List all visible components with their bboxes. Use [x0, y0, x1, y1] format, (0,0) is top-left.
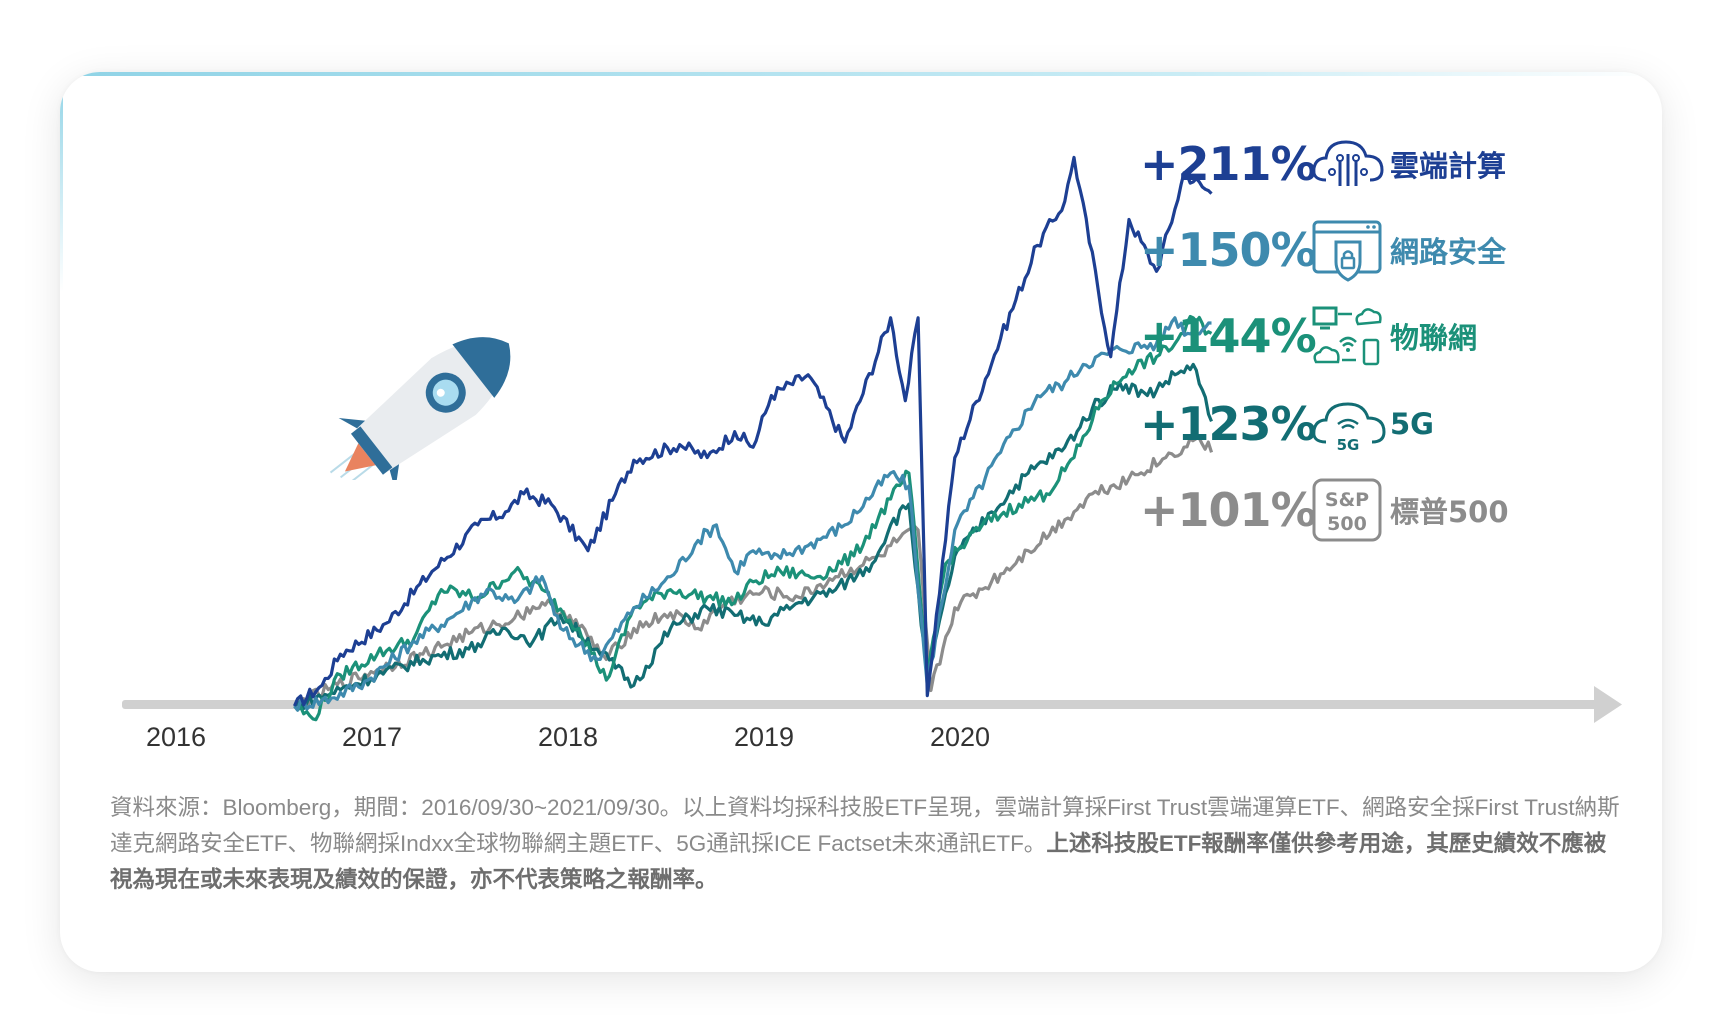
- legend-name: 標普500: [1390, 495, 1509, 529]
- x-tick-label: 2019: [733, 722, 795, 752]
- legend-pct: +211%: [1140, 137, 1317, 191]
- x-tick-label: 2020: [929, 722, 991, 752]
- legend-name: 物聯網: [1390, 321, 1478, 355]
- legend-name: 網路安全: [1390, 235, 1507, 269]
- x-tick-label: 2018: [537, 722, 599, 752]
- legend-pct: +150%: [1140, 223, 1317, 277]
- source-note: 資料來源：Bloomberg，期間：2016/09/30~2021/09/30。…: [110, 790, 1620, 898]
- x-tick-label: 2017: [341, 722, 403, 752]
- x-axis-line: [122, 700, 1600, 709]
- source-note-text: 資料來源：Bloomberg，期間：2016/09/30~2021/09/30。…: [110, 795, 1620, 856]
- series-line: [293, 316, 1212, 712]
- series-line: [293, 314, 1213, 722]
- series-line: [293, 362, 1213, 711]
- legend-name: 5G: [1390, 407, 1434, 441]
- series-line: [293, 155, 1213, 707]
- iot-icon: [1310, 304, 1388, 368]
- card-top-accent: [60, 72, 1662, 76]
- legend-name: 雲端計算: [1390, 149, 1507, 183]
- legend-pct: +101%: [1140, 483, 1317, 537]
- legend-row-cloud: +211% 雲端計算: [1140, 132, 1506, 196]
- sp500-icon-bottom-text: 500: [1327, 513, 1367, 535]
- legend-pct: +144%: [1140, 309, 1317, 363]
- cyber-security-icon: [1310, 218, 1388, 282]
- series-line: [293, 435, 1214, 708]
- x-axis: [122, 686, 1622, 723]
- legend-row-sp500: +101% S&P 500 標普500: [1140, 478, 1509, 542]
- legend-row-5g: +123% 5G 5G: [1140, 392, 1434, 456]
- sp500-icon-top-text: S&P: [1325, 489, 1369, 511]
- card-side-accent: [60, 72, 63, 292]
- 5g-cloud-icon: 5G: [1310, 392, 1388, 456]
- sp500-icon: S&P 500: [1310, 478, 1388, 542]
- legend-row-iot: +144% 物聯網: [1140, 304, 1477, 368]
- 5g-icon-text: 5G: [1337, 436, 1360, 452]
- series-lines: [293, 155, 1214, 722]
- legend-row-security: +150% 網路安全: [1140, 218, 1506, 282]
- x-axis-arrow-icon: [1594, 686, 1622, 723]
- chart-card: [60, 72, 1662, 972]
- disclaimer-text: 上述科技股ETF報酬率僅供參考用途，其歷史績效不應被視為現在或未來表現及績效的保…: [110, 831, 1607, 892]
- legend-pct: +123%: [1140, 397, 1317, 451]
- x-tick-label: 2016: [145, 722, 207, 752]
- cloud-computing-icon: [1310, 132, 1388, 196]
- rocket-icon: [329, 337, 511, 480]
